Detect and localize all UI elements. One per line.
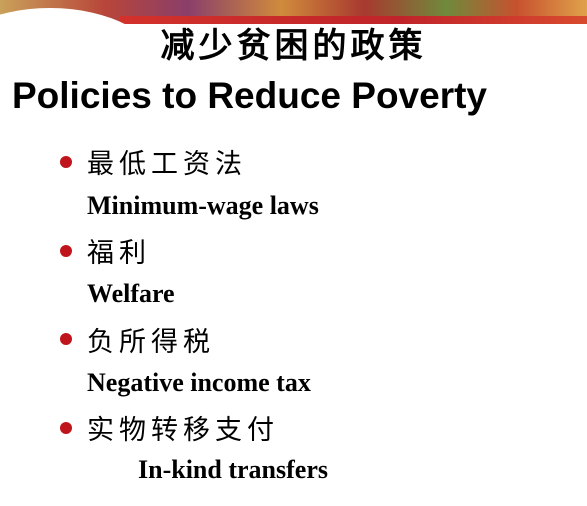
- bullet-text-english: Minimum-wage laws: [87, 191, 319, 221]
- bullet-dot-icon: [60, 422, 72, 434]
- bullet-text-chinese: 负所得税: [87, 327, 215, 359]
- bullet-text-chinese: 福利: [87, 238, 151, 270]
- bullet-dot-icon: [60, 333, 72, 345]
- bullet-dot-icon: [60, 156, 72, 168]
- bullet-text-english: Welfare: [87, 279, 175, 309]
- bullet-text-chinese: 实物转移支付: [87, 415, 279, 447]
- bullet-text-english: In-kind transfers: [138, 455, 328, 485]
- bullet-dot-icon: [60, 245, 72, 257]
- bullet-text-chinese: 最低工资法: [87, 149, 247, 181]
- bullet-text-english: Negative income tax: [87, 368, 311, 398]
